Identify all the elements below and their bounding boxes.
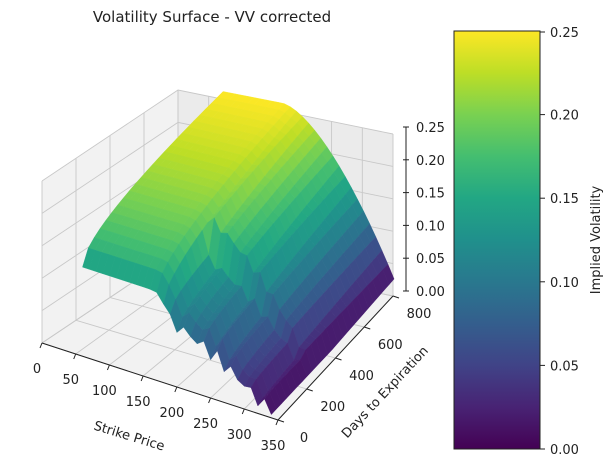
y-tick-label: 800: [407, 307, 432, 322]
colorbar-tick-label: 0.10: [550, 276, 579, 291]
x-axis-label: Strike Price: [92, 419, 166, 455]
chart-title: Volatility Surface - VV corrected: [93, 8, 331, 26]
x-tick-label: 250: [193, 417, 218, 432]
y-tick: [306, 388, 313, 392]
surface-patch: [264, 392, 277, 415]
y-tick-label: 600: [378, 338, 403, 353]
x-tick-label: 350: [261, 439, 286, 454]
y-tick-label: 200: [320, 400, 345, 415]
colorbar-label: Implied Volatility: [589, 185, 604, 294]
x-tick-label: 300: [227, 428, 252, 443]
x-tick-label: 50: [62, 373, 79, 388]
z-tick-label: 0.20: [416, 154, 445, 169]
x-tick-label: 150: [126, 395, 151, 410]
colorbar-tick-label: 0.25: [550, 26, 579, 41]
z-tick-label: 0.25: [416, 121, 445, 136]
y-tick: [392, 295, 400, 299]
colorbar-ticks: 0.00 0.05 0.10 0.15 0.20 0.25: [540, 26, 579, 458]
surface-mesh: [82, 91, 395, 415]
x-tick: [73, 353, 77, 360]
colorbar-tick-label: 0.05: [550, 359, 579, 374]
x-tick-label: 100: [92, 384, 117, 399]
y-tick-label: 0: [300, 431, 308, 446]
y-axis-label: Days to Expiration: [339, 344, 432, 442]
x-tick: [106, 364, 110, 371]
x-tick-label: 200: [159, 406, 184, 421]
y-tick-label: 400: [349, 369, 374, 384]
x-tick: [208, 397, 212, 404]
x-axis-line: [41, 342, 279, 421]
axis-ticks: 0 50 100 150 200 250 300 350 0 200 400 600 800 0.00 0.…: [33, 121, 445, 454]
z-tick-label: 0.10: [416, 219, 445, 234]
y-tick: [277, 419, 285, 423]
z-tick-label: 0.00: [416, 285, 445, 300]
z-tick-label: 0.05: [416, 252, 445, 267]
colorbar-tick-label: 0.20: [550, 109, 579, 124]
x-tick: [140, 375, 144, 382]
x-tick: [174, 386, 178, 393]
colorbar-tick-label: 0.15: [550, 192, 579, 207]
y-tick: [364, 326, 371, 330]
z-tick-label: 0.15: [416, 187, 445, 202]
x-tick: [39, 342, 43, 349]
colorbar: [453, 30, 541, 450]
colorbar-tick-label: 0.00: [550, 443, 579, 458]
x-tick-label: 0: [33, 362, 41, 377]
gridline-z: [41, 89, 394, 182]
x-tick: [275, 419, 279, 426]
x-tick: [241, 408, 245, 415]
y-tick: [335, 357, 342, 361]
